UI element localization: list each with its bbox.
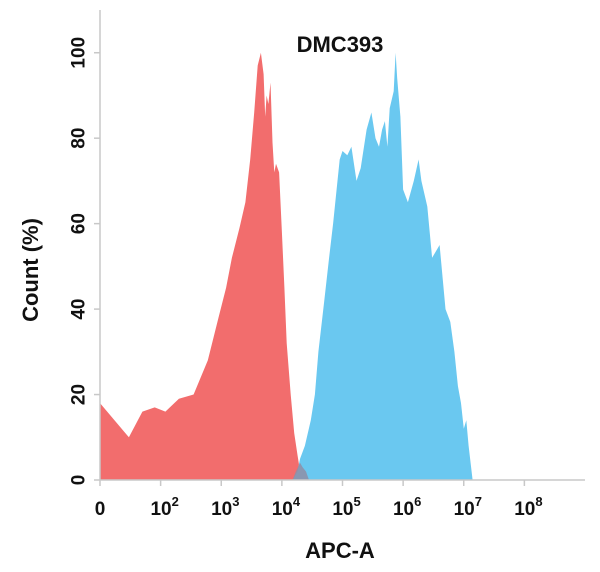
- x-ticks: 0 102 103 104 105 106 107 108: [95, 480, 543, 520]
- y-tick-label: 20: [69, 384, 90, 405]
- x-tick-label: 105: [332, 494, 360, 520]
- y-tick-label: 40: [69, 299, 90, 320]
- x-tick-label: 108: [514, 494, 542, 520]
- x-tick-label: 106: [393, 494, 421, 520]
- x-tick-label: 0: [95, 499, 106, 520]
- histogram-series-2: [292, 52, 473, 480]
- x-tick-label: 102: [150, 494, 178, 520]
- x-tick-label: 104: [272, 494, 301, 520]
- y-axis-label: Count (%): [18, 218, 43, 322]
- x-tick-label: 103: [211, 494, 239, 520]
- y-tick-label: 80: [69, 128, 90, 149]
- chart-title: DMC393: [297, 32, 384, 57]
- y-tick-label: 0: [69, 475, 90, 486]
- series-layer: [100, 52, 473, 480]
- y-tick-label: 60: [69, 213, 90, 234]
- histogram-series-1: [100, 52, 304, 480]
- histogram-series-3: [292, 462, 309, 480]
- y-tick-label: 100: [69, 37, 90, 69]
- y-ticks: 0 20 40 60 80 100: [69, 37, 100, 485]
- x-axis-label: APC-A: [305, 538, 375, 563]
- x-tick-label: 107: [454, 494, 482, 520]
